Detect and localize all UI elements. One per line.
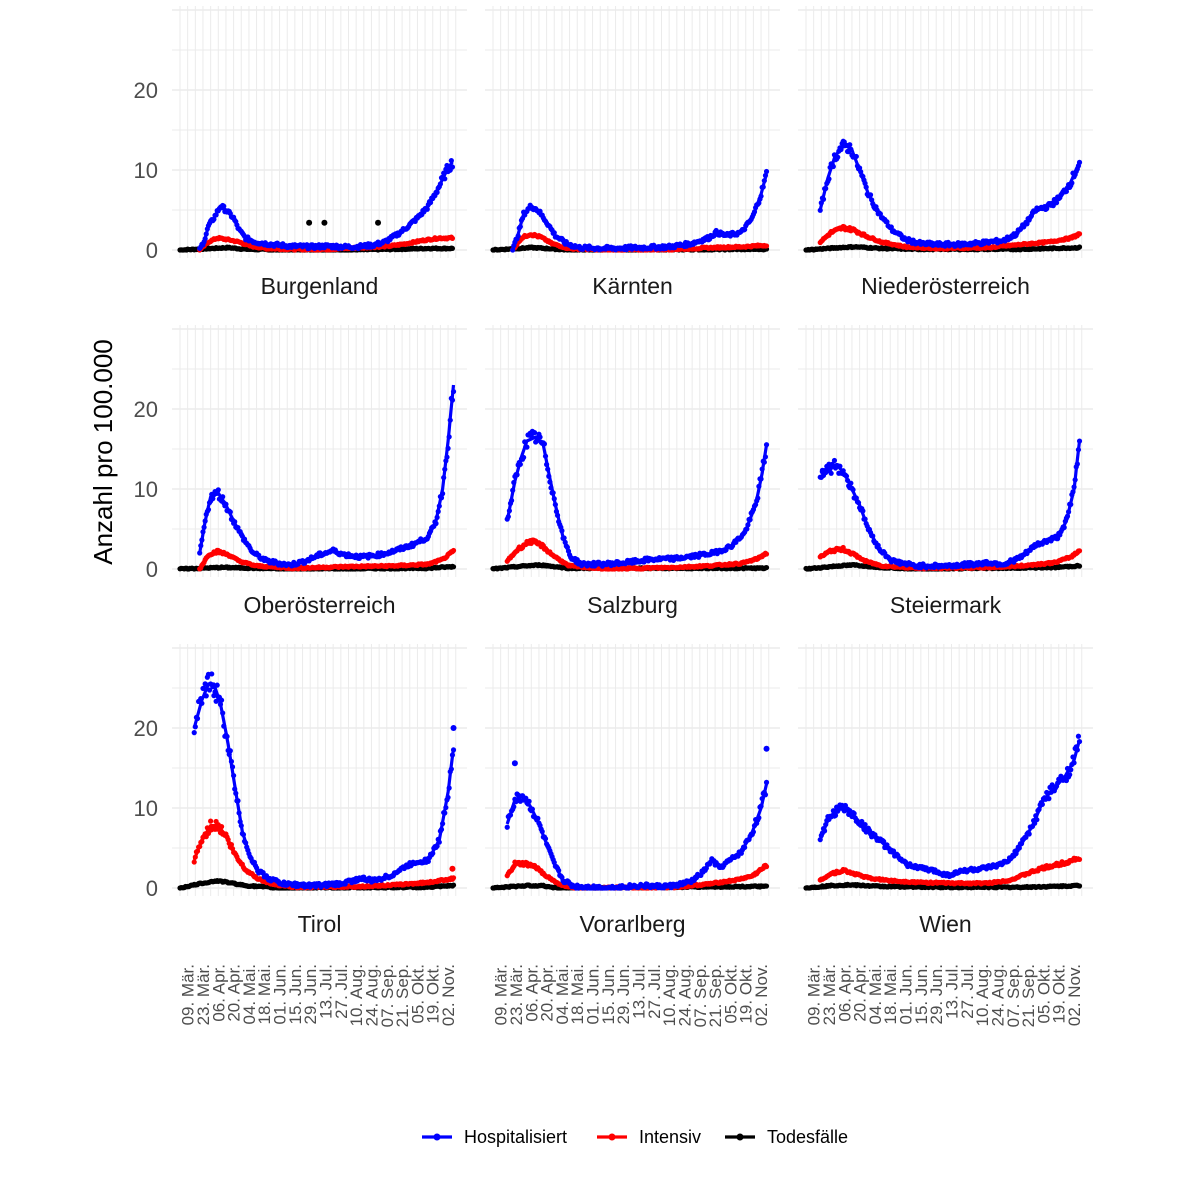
facet-label: Steiermark bbox=[890, 592, 1002, 618]
facet-label: Burgenland bbox=[261, 273, 379, 299]
y-tick-label: 0 bbox=[146, 238, 158, 263]
data-point-icu bbox=[208, 818, 214, 824]
y-tick-label: 20 bbox=[134, 78, 158, 103]
y-tick-label: 10 bbox=[134, 158, 158, 183]
facet-label: Oberösterreich bbox=[243, 592, 395, 618]
data-point-hosp bbox=[828, 470, 834, 476]
series-hosp bbox=[197, 157, 456, 252]
outlier-point-death bbox=[306, 219, 313, 226]
y-tick-label: 10 bbox=[134, 796, 158, 821]
facet-label: Niederösterreich bbox=[861, 273, 1030, 299]
y-tick-label: 10 bbox=[134, 477, 158, 502]
y-tick-label: 0 bbox=[146, 557, 158, 582]
y-tick-label: 0 bbox=[146, 876, 158, 901]
smooth-line-hosp bbox=[198, 384, 456, 567]
data-point-hosp bbox=[831, 457, 838, 464]
series-hosp bbox=[817, 438, 1083, 571]
smooth-line-hosp bbox=[511, 173, 769, 251]
series-icu bbox=[191, 818, 457, 891]
smooth-line-hosp bbox=[818, 144, 1081, 246]
panel-kärnten: Kärnten bbox=[485, 6, 780, 299]
panel-niederösterreich: Niederösterreich bbox=[798, 6, 1093, 299]
panel-burgenland: 0 10 20 Burgenland bbox=[134, 6, 467, 299]
panel-steiermark: Steiermark bbox=[798, 325, 1093, 618]
smooth-line-hosp bbox=[198, 161, 454, 251]
panel-oberösterreich: 0 10 20 Oberösterreich bbox=[134, 325, 467, 618]
data-point-icu bbox=[191, 859, 197, 865]
y-tick-label: 20 bbox=[134, 397, 158, 422]
facet-label: Salzburg bbox=[587, 592, 678, 618]
y-tick-label: 20 bbox=[134, 716, 158, 741]
y-axis-title: Anzahl pro 100.000 bbox=[88, 339, 118, 565]
facet-panels: 0 10 20 Burgenland Kärnten Niederösterreich 0 1… bbox=[134, 6, 1093, 937]
data-point-hosp bbox=[763, 168, 770, 175]
outlier-point-death bbox=[375, 219, 382, 226]
outlier-point-death bbox=[321, 219, 328, 226]
panel-salzburg: Salzburg bbox=[485, 325, 780, 618]
facet-label: Kärnten bbox=[592, 273, 673, 299]
